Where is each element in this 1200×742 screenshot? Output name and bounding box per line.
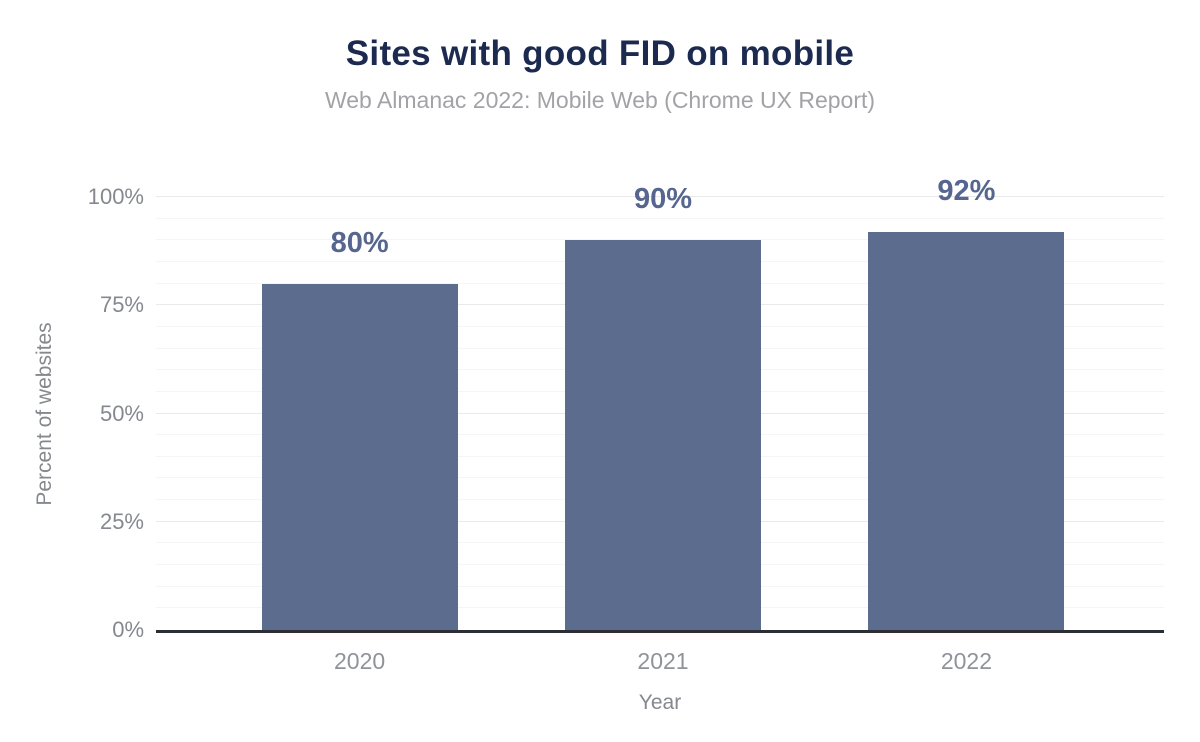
chart-subtitle: Web Almanac 2022: Mobile Web (Chrome UX … [324, 87, 876, 113]
chart-title: Sites with good FID on mobile [345, 34, 855, 73]
x-axis-title: Year [638, 691, 682, 714]
major-gridline [156, 196, 1164, 197]
y-tick-label-100pct: 100% [87, 184, 144, 209]
y-tick-label-0pct: 0% [112, 617, 144, 642]
x-tick-label-2022: 2022 [940, 648, 992, 674]
y-tick-label-25pct: 25% [99, 508, 144, 534]
x-tick-label-2020: 2020 [334, 648, 386, 674]
bar-value-label-2020: 80% [330, 226, 389, 259]
bar-value-label-2021: 90% [633, 183, 693, 216]
bar-column-2022: 92% 2022 [868, 176, 1065, 674]
bar-value-label-2022: 92% [937, 174, 996, 207]
minor-gridline [156, 217, 1164, 219]
x-tick-label-2021: 2021 [637, 648, 689, 674]
bar-2022 [868, 231, 1065, 630]
y-axis: 0% 25% 50% 75% 100% [0, 184, 144, 642]
y-tick-label-50pct: 50% [99, 400, 144, 426]
bar-2021 [565, 240, 762, 630]
minor-gridline [156, 239, 1164, 241]
y-tick-label-75pct: 75% [99, 292, 144, 318]
plot-area: 80% 2020 90% 2021 92% 2022 [156, 176, 1164, 674]
bar-column-2020: 80% 2020 [261, 197, 458, 674]
bar-2020 [261, 283, 458, 630]
bar-column-2021: 90% 2021 [565, 185, 762, 674]
